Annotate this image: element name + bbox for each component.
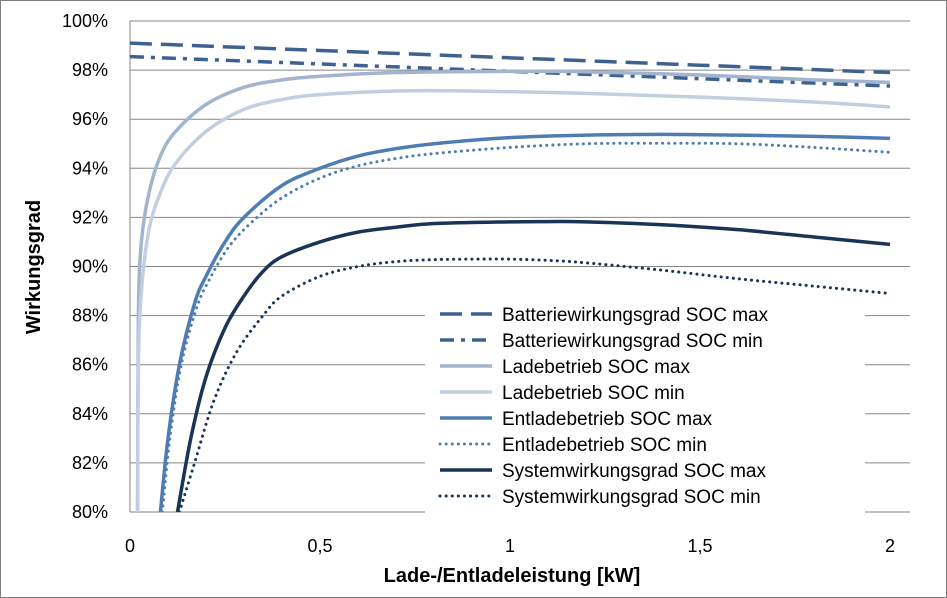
series-line-7 — [175, 219, 891, 512]
legend: Batteriewirkungsgrad SOC max Batteriewirk… — [425, 292, 865, 516]
legend-label-7: Systemwirkungsgrad SOC max — [502, 461, 766, 482]
series-line-6 — [160, 141, 892, 512]
x-tick-label: 2 — [885, 536, 895, 556]
x-tick-label: 0 — [125, 536, 135, 556]
y-tick-label: 96% — [72, 109, 108, 129]
legend-label-2: Batteriewirkungsgrad SOC min — [502, 331, 763, 352]
series-line-3 — [135, 69, 891, 512]
x-axis-title: Lade-/Entladeleistung [kW] — [384, 565, 641, 587]
y-tick-label: 82% — [72, 453, 108, 473]
y-tick-label: 92% — [72, 207, 108, 227]
x-tick-label: 0,5 — [307, 536, 332, 556]
y-tick-label: 88% — [72, 306, 108, 326]
legend-label-4: Ladebetrieb SOC min — [502, 383, 685, 404]
legend-label-5: Entladebetrieb SOC max — [502, 409, 713, 430]
y-tick-labels: 80% 82% 84% 86% 88% 90% 92% 94% 96% 98% 100% — [62, 11, 108, 522]
y-tick-label: 94% — [72, 158, 108, 178]
y-axis-title: Wirkungsgrad — [23, 200, 45, 334]
legend-label-8: Systemwirkungsgrad SOC min — [502, 487, 761, 508]
x-tick-label: 1,5 — [687, 536, 712, 556]
y-tick-label: 90% — [72, 257, 108, 277]
series-line-1 — [130, 41, 891, 75]
legend-background — [425, 292, 865, 516]
legend-label-6: Entladebetrieb SOC min — [502, 435, 707, 456]
x-tick-labels: 0 0,5 1 1,5 2 — [125, 536, 895, 556]
x-tick-label: 1 — [505, 536, 515, 556]
y-tick-label: 100% — [62, 11, 108, 31]
legend-label-3: Ladebetrieb SOC max — [502, 357, 690, 378]
y-tick-label: 98% — [72, 60, 108, 80]
series-line-8 — [177, 257, 892, 512]
legend-label-1: Batteriewirkungsgrad SOC max — [502, 305, 769, 326]
series-line-5 — [158, 132, 891, 512]
series-line-4 — [135, 88, 891, 512]
series-lines — [130, 41, 892, 512]
y-tick-label: 84% — [72, 404, 108, 424]
y-tick-label: 80% — [72, 502, 108, 522]
y-tick-label: 86% — [72, 355, 108, 375]
